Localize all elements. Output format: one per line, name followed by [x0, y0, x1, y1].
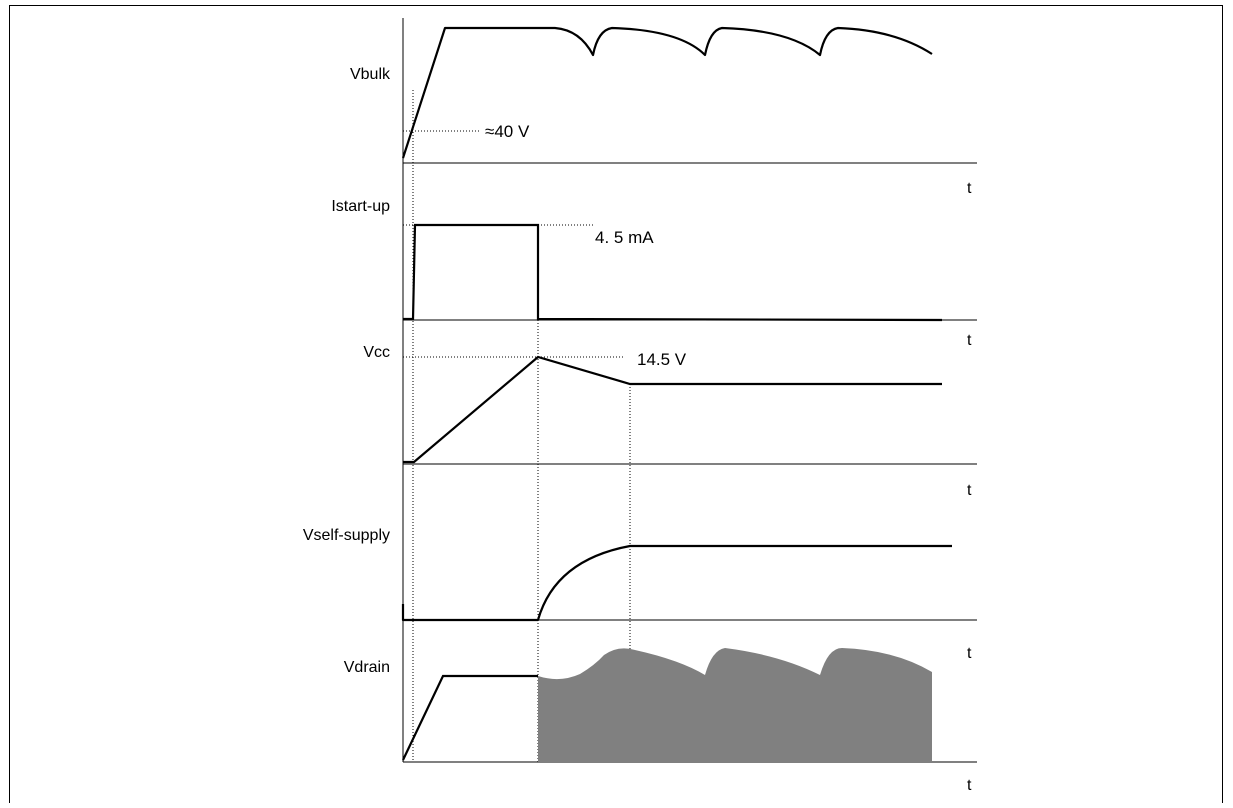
vselfsupply-waveform	[401, 544, 952, 622]
annotation-14-5v: 14.5 V	[637, 350, 687, 369]
label-istartup: Istart-up	[331, 198, 390, 215]
label-vselfsupply: Vself-supply	[303, 527, 390, 544]
axis-t-istartup: t	[967, 332, 972, 349]
label-vdrain: Vdrain	[344, 659, 390, 676]
axis-t-vbulk: t	[967, 180, 972, 197]
label-vcc: Vcc	[363, 344, 390, 361]
annotation-40v: ≈40 V	[485, 122, 530, 141]
istartup-waveform	[403, 223, 943, 322]
axis-t-vcc: t	[967, 482, 972, 499]
axis-t-vselfsupply: t	[967, 645, 972, 662]
vcc-waveform	[403, 355, 942, 464]
vdrain-waveform	[402, 674, 538, 761]
axis-t-vdrain: t	[967, 777, 972, 794]
vbulk-waveform	[401, 26, 933, 159]
vdrain-switching-region	[538, 648, 932, 762]
annotation-4-5ma: 4. 5 mA	[595, 228, 654, 247]
label-vbulk: Vbulk	[350, 66, 391, 83]
